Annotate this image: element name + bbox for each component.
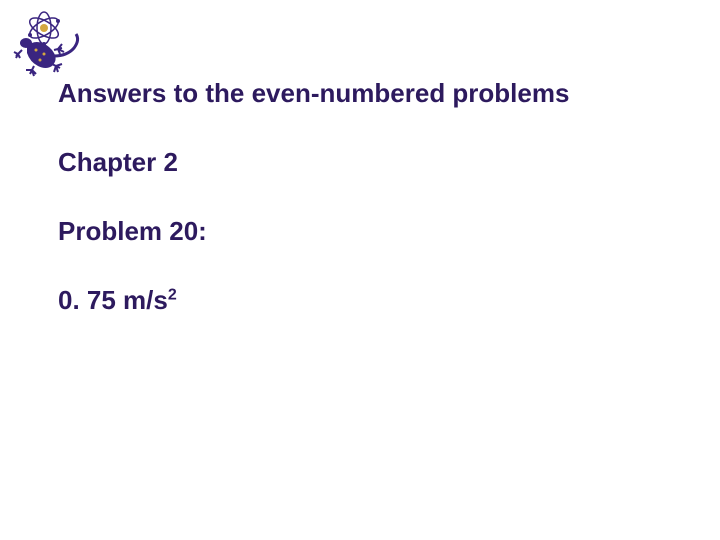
answer-value: 0. 75 m/s2: [58, 285, 690, 316]
chapter-label: Chapter 2: [58, 147, 690, 178]
answer-text: 0. 75 m/s: [58, 285, 168, 315]
content-area: Answers to the even-numbered problems Ch…: [58, 78, 690, 316]
problem-label: Problem 20:: [58, 216, 690, 247]
gecko-atom-logo: [12, 8, 87, 78]
page-title: Answers to the even-numbered problems: [58, 78, 690, 109]
answer-exponent: 2: [168, 286, 177, 303]
